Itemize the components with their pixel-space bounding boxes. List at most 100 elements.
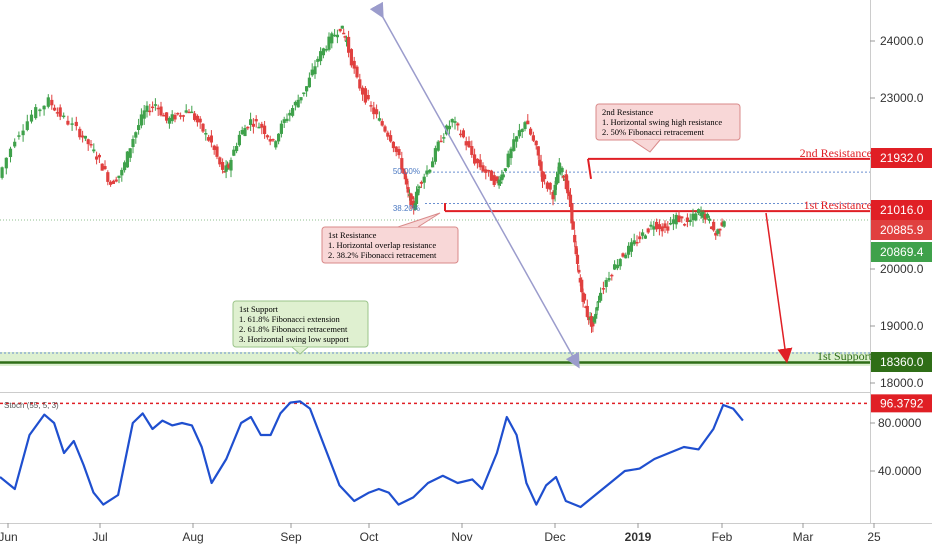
candle-body[interactable] [718, 228, 722, 231]
candle-body[interactable] [478, 159, 482, 168]
candle-body[interactable] [571, 221, 575, 230]
candle-body[interactable] [310, 69, 314, 76]
candle-body[interactable] [509, 148, 513, 159]
candle-body[interactable] [117, 175, 121, 179]
candle-body[interactable] [340, 25, 344, 29]
candle-body[interactable] [459, 133, 463, 136]
candle-body[interactable] [703, 213, 707, 220]
candle-body[interactable] [249, 119, 253, 125]
candle-body[interactable] [699, 212, 703, 216]
candle-body[interactable] [386, 132, 390, 137]
candle-body[interactable] [417, 186, 421, 189]
candle-body[interactable] [176, 112, 180, 115]
candle-body[interactable] [299, 97, 303, 101]
candle-body[interactable] [709, 226, 714, 230]
candle-body[interactable] [327, 36, 331, 50]
candle-body[interactable] [643, 235, 647, 239]
candle-body[interactable] [347, 36, 351, 53]
candle-body[interactable] [714, 232, 718, 236]
candle-body[interactable] [342, 32, 346, 35]
candle-body[interactable] [375, 109, 379, 115]
candle-body[interactable] [151, 106, 155, 109]
candle-body[interactable] [641, 232, 645, 236]
candle-body[interactable] [235, 146, 239, 152]
candle-body[interactable] [193, 113, 197, 120]
candle-body[interactable] [179, 115, 183, 117]
candle-body[interactable] [162, 114, 166, 117]
candle-body[interactable] [159, 106, 163, 116]
candle-body[interactable] [8, 148, 13, 158]
first-support-callout[interactable]: 1st Support 1. 61.8% Fibonacci extension… [232, 300, 369, 355]
candle-body[interactable] [355, 66, 359, 78]
candle-body[interactable] [688, 219, 692, 222]
candle-body[interactable] [580, 279, 584, 293]
candle-body[interactable] [694, 213, 698, 221]
candle-body[interactable] [254, 119, 258, 122]
candle-body[interactable] [582, 293, 587, 301]
candle-body[interactable] [319, 51, 323, 62]
candle-body[interactable] [139, 114, 143, 126]
candle-body[interactable] [204, 133, 208, 135]
candle-body[interactable] [29, 114, 34, 122]
candle-body[interactable] [74, 121, 78, 127]
candle-body[interactable] [517, 130, 521, 137]
candle-body[interactable] [442, 137, 446, 139]
candle-body[interactable] [431, 161, 435, 168]
candle-body[interactable] [456, 123, 460, 126]
candle-body[interactable] [100, 163, 104, 171]
candle-body[interactable] [615, 264, 619, 269]
candle-body[interactable] [268, 139, 272, 142]
candle-body[interactable] [425, 170, 429, 175]
candle-body[interactable] [503, 168, 507, 172]
candle-body[interactable] [92, 149, 96, 152]
candle-body[interactable] [279, 123, 283, 134]
candle-body[interactable] [389, 135, 393, 142]
candle-body[interactable] [232, 149, 236, 156]
candle-body[interactable] [697, 209, 701, 214]
candle-body[interactable] [123, 162, 127, 171]
stochastic-pane[interactable] [0, 393, 870, 523]
candle-body[interactable] [666, 226, 670, 231]
candle-body[interactable] [137, 125, 141, 131]
candle-body[interactable] [671, 219, 675, 224]
candle-body[interactable] [209, 135, 213, 143]
candle-body[interactable] [652, 226, 656, 230]
candle-body[interactable] [523, 122, 527, 130]
candle-body[interactable] [601, 288, 605, 290]
candle-body[interactable] [595, 307, 599, 311]
candle-body[interactable] [335, 34, 339, 38]
candle-body[interactable] [343, 36, 347, 38]
candle-body[interactable] [227, 164, 231, 168]
candle-body[interactable] [125, 151, 129, 168]
candle-body[interactable] [638, 236, 642, 240]
candle-body[interactable] [145, 105, 149, 112]
candle-body[interactable] [221, 162, 225, 170]
candle-body[interactable] [422, 176, 426, 183]
candle-body[interactable] [243, 128, 247, 137]
candle-body[interactable] [66, 120, 70, 125]
candle-body[interactable] [635, 241, 639, 244]
second-resistance-callout[interactable]: 2nd Resistance 1. Horizontal swing high … [595, 103, 741, 153]
candle-body[interactable] [81, 135, 85, 138]
candle-body[interactable] [128, 148, 132, 158]
candle-body[interactable] [97, 154, 101, 158]
candle-body[interactable] [629, 242, 633, 252]
price-pane[interactable] [0, 0, 870, 392]
first-resistance-callout[interactable]: 1st Resistance 1. Horizontal overlap res… [321, 212, 459, 264]
candle-body[interactable] [34, 107, 38, 119]
candle-body[interactable] [170, 114, 174, 122]
candle-body[interactable] [13, 141, 17, 147]
candle-body[interactable] [575, 254, 580, 264]
candle-body[interactable] [685, 217, 689, 223]
candle-body[interactable] [369, 105, 373, 107]
price-badge[interactable] [871, 200, 932, 220]
candle-body[interactable] [536, 146, 540, 156]
candle-body[interactable] [680, 216, 684, 219]
candle-body[interactable] [120, 169, 124, 176]
candle-body[interactable] [470, 146, 474, 155]
candle-body[interactable] [251, 123, 255, 127]
candle-body[interactable] [237, 134, 241, 146]
candle-body[interactable] [307, 77, 311, 88]
candle-body[interactable] [344, 40, 349, 42]
